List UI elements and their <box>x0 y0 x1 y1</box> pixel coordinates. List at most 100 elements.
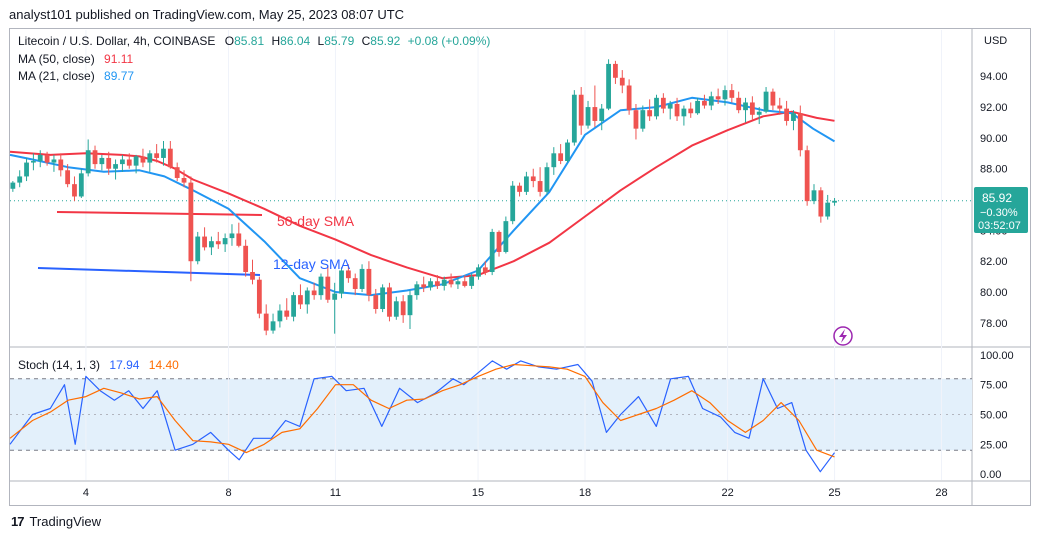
candle-body <box>209 241 214 248</box>
candle-body <box>44 154 50 163</box>
candle-body <box>749 102 755 115</box>
legend-c-label: C <box>362 34 371 48</box>
candle-body <box>215 241 221 245</box>
candle-body <box>681 108 687 117</box>
legend-c-value: 85.92 <box>370 34 400 48</box>
lightning-icon[interactable] <box>833 326 853 346</box>
price-tick-label: 90.00 <box>980 133 1008 145</box>
candle-body <box>325 276 331 300</box>
candle-body <box>58 159 64 171</box>
stoch-tick-label: 100.00 <box>980 350 1014 362</box>
candle-body <box>606 63 611 109</box>
legend-ma50-value: 91.11 <box>104 52 133 66</box>
candle-body <box>51 159 57 163</box>
sma50-annotation-line <box>56 211 263 216</box>
candle-body <box>811 190 817 202</box>
candle-body <box>222 238 228 245</box>
sma12-annotation: 12-day SMA <box>273 256 351 272</box>
candle-body <box>455 281 461 285</box>
candle-body <box>256 279 262 314</box>
candle-body <box>729 90 735 98</box>
legend-l-value: 85.79 <box>324 34 354 48</box>
day-separators <box>85 30 942 480</box>
candle-body <box>647 110 653 117</box>
legend-ma21-label: MA (21, close) <box>18 69 95 83</box>
time-tick-label: 22 <box>721 487 733 499</box>
candle-body <box>106 157 112 169</box>
candle-body <box>387 287 392 317</box>
candle-body <box>243 245 249 273</box>
candle-body <box>113 164 118 169</box>
candle-body <box>756 111 762 115</box>
candle-body <box>65 170 71 185</box>
legend-h-value: 86.04 <box>280 34 310 48</box>
price-badge-timer: 03:52:07 <box>978 220 1021 232</box>
candle-body <box>797 113 803 151</box>
candle-body <box>558 153 564 162</box>
candle-body <box>674 103 680 117</box>
time-tick-label: 18 <box>579 487 591 499</box>
candle-body <box>599 108 605 121</box>
time-tick-label: 15 <box>472 487 484 499</box>
price-badge-price: 85.92 <box>982 191 1012 205</box>
price-tick-label: 82.00 <box>980 256 1008 268</box>
candle-body <box>236 233 242 246</box>
tradingview-logo-icon: 17 <box>11 514 25 529</box>
legend-h-label: H <box>271 34 280 48</box>
candle-body <box>763 91 769 112</box>
candle-body <box>434 281 440 286</box>
candle-body <box>660 97 666 109</box>
stoch-axis[interactable]: 0.00 25.00 50.00 75.00 100.00 <box>980 350 1014 481</box>
candle-body <box>715 96 721 100</box>
candle-body <box>298 295 303 305</box>
candle-body <box>318 276 324 296</box>
candle-body <box>126 159 132 166</box>
candle-body <box>626 85 632 111</box>
time-tick-label: 4 <box>83 487 89 499</box>
time-axis[interactable]: 4 8 11 15 18 22 25 28 <box>83 487 948 499</box>
candle-body <box>654 97 659 117</box>
legend-o-label: O <box>225 34 234 48</box>
candle-body <box>421 284 427 288</box>
candle-body <box>291 295 296 317</box>
footer[interactable]: 17 TradingView <box>11 514 101 529</box>
candle-body <box>304 290 310 305</box>
candle-body <box>332 293 338 300</box>
svg-text:Litecoin / U.S. Dollar, 4h, CO: Litecoin / U.S. Dollar, 4h, COINBASE O85… <box>18 34 490 48</box>
candle-body <box>784 108 790 121</box>
price-tick-label: 80.00 <box>980 287 1008 299</box>
candle-body <box>496 231 502 252</box>
candle-body <box>393 301 399 317</box>
candle-body <box>30 161 36 163</box>
candle-body <box>270 321 276 331</box>
legend-stoch-k: 17.94 <box>109 358 139 372</box>
svg-text:MA (50, close) 91.11: MA (50, close) 91.11 <box>18 52 134 66</box>
candle-body <box>448 279 454 285</box>
candle-body <box>85 150 91 174</box>
time-tick-label: 28 <box>935 487 947 499</box>
currency-label: USD <box>984 35 1007 47</box>
candle-body <box>510 185 516 222</box>
candle-body <box>202 236 207 248</box>
candles <box>10 59 837 336</box>
stoch-tick-label: 0.00 <box>980 469 1001 481</box>
price-badge: 85.92 −0.30% 03:52:07 <box>974 187 1028 233</box>
candle-body <box>72 184 77 197</box>
svg-text:MA (21, close) 89.77: MA (21, close) 89.77 <box>18 69 134 83</box>
time-tick-label: 11 <box>330 487 341 499</box>
legend-stoch-label: Stoch (14, 1, 3) <box>18 358 100 372</box>
candle-body <box>503 221 509 252</box>
legend-ma50-label: MA (50, close) <box>18 52 95 66</box>
candle-body <box>804 150 810 202</box>
candle-body <box>708 96 714 106</box>
candle-body <box>667 103 673 109</box>
candle-body <box>147 153 153 163</box>
candle-body <box>161 148 166 158</box>
sma50-annotation: 50-day SMA <box>277 213 355 229</box>
price-tick-label: 88.00 <box>980 164 1008 176</box>
ma21-line <box>9 96 836 297</box>
legend-l-label: L <box>318 34 325 48</box>
chart-frame[interactable] <box>9 28 1031 506</box>
ma50-line <box>9 110 835 280</box>
